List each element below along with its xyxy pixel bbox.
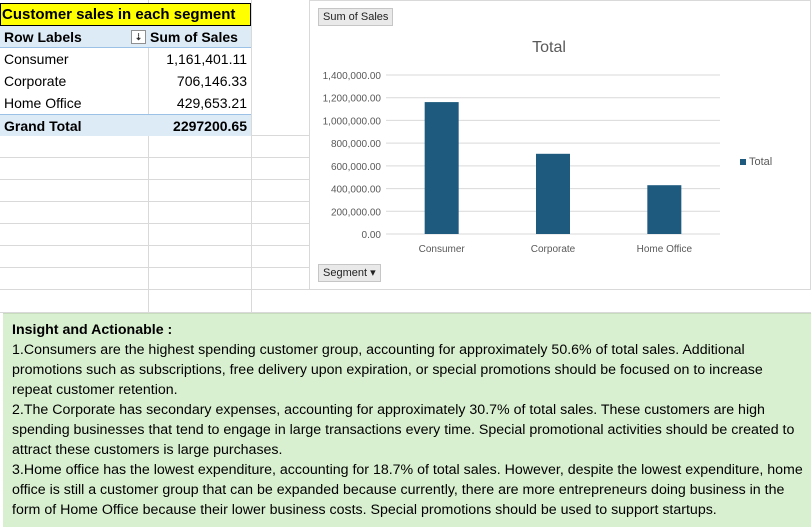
chart-legend[interactable]: Total <box>740 156 772 168</box>
row-gridline <box>0 267 309 268</box>
pivot-chart[interactable]: Sum of Sales Total 0.00 200,000.00 400,000… <box>309 0 811 290</box>
grand-total-value[interactable]: 2297200.65 <box>173 118 247 134</box>
pivot-row[interactable]: Corporate 706,146.33 <box>0 70 251 92</box>
values-field-button[interactable]: Sum of Sales <box>318 8 394 26</box>
bar[interactable] <box>647 185 682 234</box>
row-gridline <box>0 179 309 180</box>
x-tick-label: Corporate <box>531 244 576 255</box>
y-tick-label: 600,000.00 <box>331 162 381 173</box>
insight-textbox[interactable]: Insight and Actionable : 1.Consumers are… <box>3 313 811 527</box>
column-gridline <box>251 0 252 527</box>
row-label[interactable]: Home Office <box>4 95 82 111</box>
legend-label: Total <box>749 156 773 168</box>
row-label[interactable]: Consumer <box>4 51 69 67</box>
insight-heading: Insight and Actionable : <box>12 322 173 338</box>
row-value[interactable]: 429,653.21 <box>176 95 247 111</box>
row-gridline <box>0 223 309 224</box>
row-filter-icon[interactable]: ⇣ <box>131 30 146 44</box>
row-gridline <box>0 201 309 202</box>
y-tick-label: 1,400,000.00 <box>323 71 382 82</box>
insight-point: 2.The Corporate has secondary expenses, … <box>12 402 795 458</box>
bar[interactable] <box>424 102 459 234</box>
insight-point: 1.Consumers are the highest spending cus… <box>12 342 763 398</box>
legend-swatch <box>740 159 746 166</box>
bar[interactable] <box>536 153 570 234</box>
chart-plot-area[interactable]: 0.00 200,000.00 400,000.00 600,000.00 800,00… <box>310 1 810 289</box>
pivot-row[interactable]: Home Office 429,653.21 <box>0 92 251 114</box>
y-tick-label: 200,000.00 <box>331 207 381 218</box>
y-tick-label: 400,000.00 <box>331 185 381 196</box>
segment-field-button[interactable]: Segment ▾ <box>318 264 381 282</box>
y-tick-label: 0.00 <box>362 230 382 241</box>
insight-point: 3.Home office has the lowest expenditure… <box>12 462 803 518</box>
grand-total-row[interactable]: Grand Total 2297200.65 <box>0 114 251 136</box>
y-tick-label: 1,000,000.00 <box>323 116 382 127</box>
row-labels-header[interactable]: Row Labels <box>4 29 82 45</box>
row-label[interactable]: Corporate <box>4 73 67 89</box>
chart-title[interactable]: Total <box>532 39 566 56</box>
x-tick-label: Home Office <box>637 244 693 255</box>
row-value[interactable]: 1,161,401.11 <box>166 51 247 67</box>
sum-of-sales-header[interactable]: Sum of Sales <box>150 29 238 45</box>
grand-total-label[interactable]: Grand Total <box>4 118 82 134</box>
column-gridline <box>148 0 149 527</box>
y-tick-label: 1,200,000.00 <box>323 94 382 105</box>
row-gridline <box>0 245 309 246</box>
row-value[interactable]: 706,146.33 <box>176 73 247 89</box>
pivot-row[interactable]: Consumer 1,161,401.11 <box>0 48 251 70</box>
pivot-header-row[interactable]: Row Labels ⇣ Sum of Sales <box>0 26 251 48</box>
x-tick-label: Consumer <box>419 244 466 255</box>
row-gridline <box>0 312 811 313</box>
row-gridline <box>0 157 309 158</box>
y-tick-label: 800,000.00 <box>331 139 381 150</box>
pivot-title[interactable]: Customer sales in each segment <box>0 3 251 26</box>
